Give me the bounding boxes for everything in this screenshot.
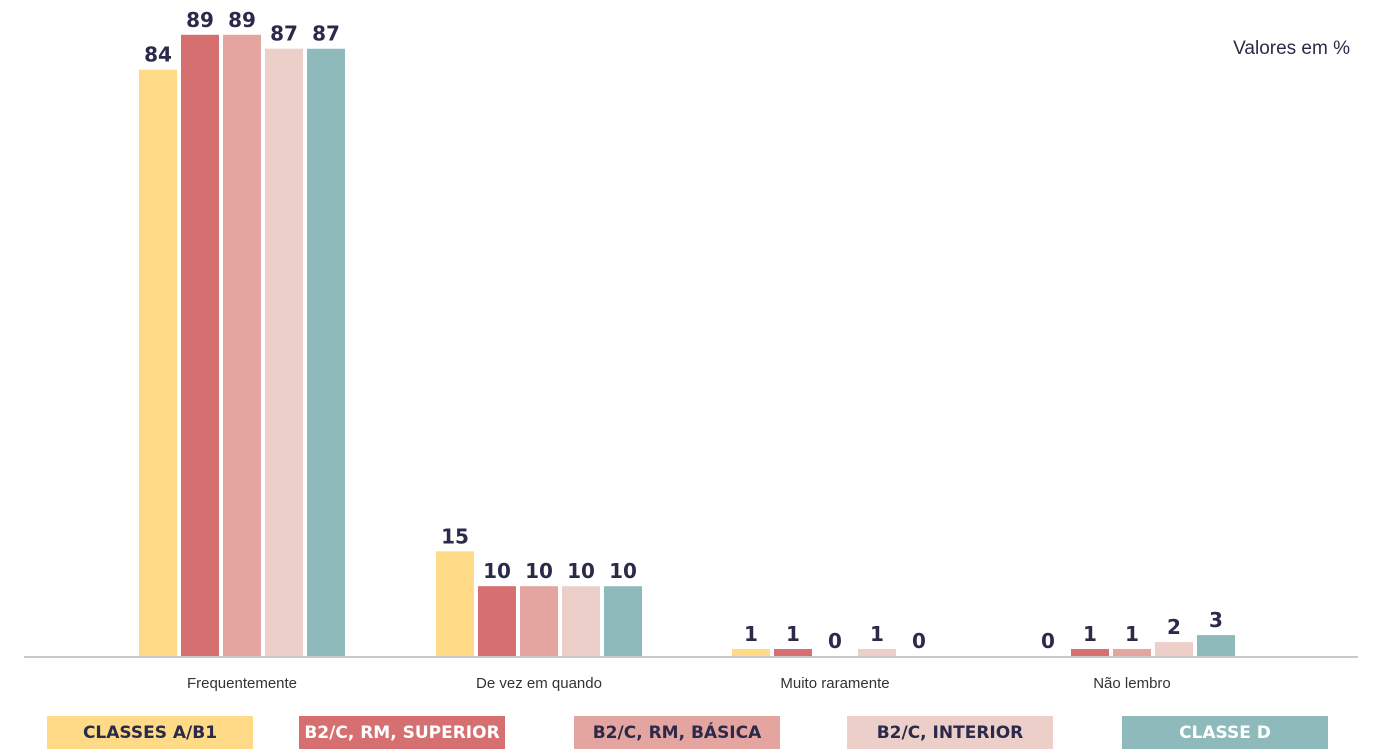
legend-item-1: B2/C, RM, SUPERIOR: [299, 716, 505, 749]
data-label-1-2: 10: [525, 559, 553, 583]
data-label-2-3: 1: [870, 622, 884, 646]
data-label-2-2: 0: [828, 629, 842, 653]
bar-1-1: [478, 586, 516, 656]
legend-item-4: CLASSE D: [1122, 716, 1328, 749]
legend-item-0: CLASSES A/B1: [47, 716, 253, 749]
bar-1-0: [436, 551, 474, 656]
bar-0-1: [181, 34, 219, 656]
data-label-3-4: 3: [1209, 608, 1223, 632]
bar-0-0: [139, 69, 177, 657]
data-label-0-0: 84: [144, 43, 172, 67]
data-label-1-4: 10: [609, 559, 637, 583]
x-tick-label-2: Muito raramente: [780, 675, 889, 692]
data-label-1-3: 10: [567, 559, 595, 583]
bar-2-0: [732, 649, 770, 656]
bar-3-1: [1071, 649, 1109, 656]
data-label-3-0: 0: [1041, 629, 1055, 653]
data-label-0-1: 89: [186, 8, 214, 32]
data-label-0-3: 87: [270, 22, 298, 46]
data-label-2-4: 0: [912, 629, 926, 653]
x-tick-label-0: Frequentemente: [187, 675, 297, 692]
data-label-3-3: 2: [1167, 615, 1181, 639]
bar-2-3: [858, 649, 896, 656]
bar-3-3: [1155, 642, 1193, 656]
bar-1-2: [520, 586, 558, 656]
data-label-1-1: 10: [483, 559, 511, 583]
bar-0-2: [223, 34, 261, 656]
data-label-3-1: 1: [1083, 622, 1097, 646]
bar-3-4: [1197, 635, 1235, 656]
bar-0-4: [307, 48, 345, 657]
data-label-2-0: 1: [744, 622, 758, 646]
data-label-3-2: 1: [1125, 622, 1139, 646]
bar-1-3: [562, 586, 600, 656]
bar-3-2: [1113, 649, 1151, 656]
x-tick-label-1: De vez em quando: [476, 675, 602, 692]
bar-0-3: [265, 48, 303, 657]
data-label-0-4: 87: [312, 22, 340, 46]
legend-item-3: B2/C, INTERIOR: [847, 716, 1053, 749]
bar-2-1: [774, 649, 812, 656]
data-label-2-1: 1: [786, 622, 800, 646]
unit-note: Valores em %: [1233, 38, 1350, 59]
x-tick-label-3: Não lembro: [1093, 675, 1171, 692]
legend-item-2: B2/C, RM, BÁSICA: [574, 716, 780, 749]
data-label-0-2: 89: [228, 8, 256, 32]
data-label-1-0: 15: [441, 524, 469, 548]
bar-1-4: [604, 586, 642, 656]
